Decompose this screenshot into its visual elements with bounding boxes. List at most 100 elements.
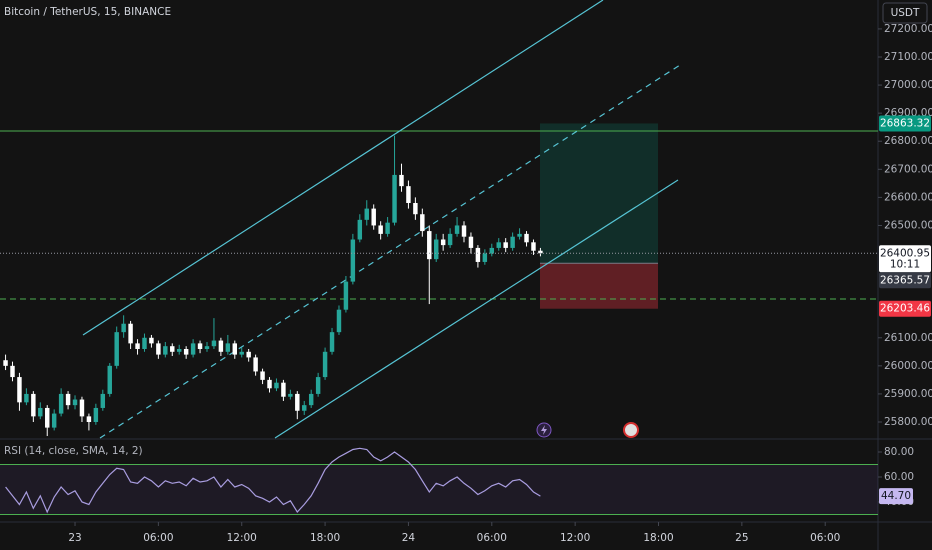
candle-body (364, 208, 369, 220)
flag-icon[interactable] (623, 422, 639, 438)
rsi-last-label: 44.70 (881, 490, 911, 502)
candle-body (308, 393, 314, 406)
rsi-label: RSI (14, close, SMA, 14, 2) (4, 445, 143, 457)
candle-body (246, 351, 251, 358)
lightning-icon (541, 425, 547, 435)
candle-body (121, 323, 126, 333)
x-tick-label: 18:00 (310, 532, 340, 544)
y-tick-label: 25800.00 (884, 416, 932, 428)
currency-button[interactable] (882, 2, 928, 24)
candle-body (183, 348, 189, 355)
candle-body (176, 348, 182, 352)
candle-body (406, 186, 411, 203)
candle-body (510, 236, 515, 248)
rsi-tick-label: 60.00 (884, 471, 914, 483)
chart-title: Bitcoin / TetherUS, 15, BINANCE (4, 6, 171, 18)
candle-body (58, 393, 64, 414)
last-price-box (879, 245, 931, 273)
candle-body (253, 357, 258, 372)
candle-body (315, 377, 321, 394)
candle-body (489, 247, 495, 254)
candle-body (461, 225, 467, 237)
candle-body (357, 219, 363, 240)
target-label-box (879, 115, 931, 132)
candle-body (38, 407, 43, 417)
candle-body (260, 371, 265, 380)
rsi-band-fill (0, 464, 878, 515)
candle-body (385, 222, 390, 234)
candle-body (239, 351, 244, 355)
channel-upper (82, 0, 604, 336)
candle-body (475, 247, 481, 262)
candle-body (10, 365, 15, 378)
candle-body (468, 236, 474, 248)
candle-body (45, 407, 50, 428)
candle-body (225, 343, 231, 352)
profit-zone (540, 123, 658, 264)
entry-label-box (879, 272, 931, 289)
x-tick-label: 24 (402, 532, 416, 544)
candle-body (392, 174, 397, 223)
channel-lower (274, 179, 679, 439)
candle-body (288, 393, 293, 397)
candle-body (86, 416, 92, 422)
candle-body (163, 346, 168, 355)
candle-body (503, 242, 508, 248)
candle-body (427, 231, 432, 260)
candle-body (524, 233, 529, 243)
candle-body (329, 332, 335, 352)
candle-body (170, 346, 175, 352)
x-tick-label: 06:00 (477, 532, 507, 544)
y-tick-label: 26700.00 (884, 163, 932, 175)
position-tool (540, 123, 658, 309)
candle-body (274, 382, 279, 389)
candle-body (218, 340, 224, 352)
candle-body (3, 360, 8, 366)
stop-label: 26203.46 (880, 303, 930, 315)
channel-middle (99, 64, 681, 439)
y-tick-label: 26600.00 (884, 191, 932, 203)
entry-label: 26365.57 (880, 274, 930, 286)
candle-body (65, 393, 71, 406)
candle-body (399, 174, 404, 187)
candle-body (413, 202, 418, 215)
candle-body (295, 393, 300, 411)
candle-body (149, 337, 154, 344)
y-tick-label: 26500.00 (884, 219, 932, 231)
candle-body (72, 399, 78, 406)
candle-body (114, 332, 119, 366)
y-tick-label: 26000.00 (884, 360, 932, 372)
candle-body (135, 343, 140, 349)
y-tick-label: 25900.00 (884, 388, 932, 400)
candle-body (107, 365, 112, 394)
rsi-line (5, 447, 541, 514)
x-tick-label: 25 (735, 532, 748, 544)
x-tick-label: 06:00 (143, 532, 173, 544)
candle-body (482, 253, 488, 262)
candle-body (496, 242, 501, 248)
loss-zone (540, 263, 658, 309)
candle-body (420, 214, 425, 232)
y-tick-label: 27200.00 (884, 23, 932, 35)
candle-body (302, 405, 307, 411)
candle-body (538, 250, 543, 254)
candle-body (454, 225, 460, 234)
candle-body (371, 208, 376, 226)
candle-body (51, 413, 57, 428)
candle-body (378, 225, 383, 234)
candle-body (433, 239, 439, 260)
x-tick-label: 12:00 (227, 532, 257, 544)
candle-body (350, 239, 356, 282)
candle-body (531, 242, 536, 251)
y-tick-label: 26800.00 (884, 135, 932, 147)
stop-label-box (879, 300, 931, 317)
candle-body (440, 239, 446, 246)
candle-body (232, 343, 238, 355)
x-tick-label: 12:00 (560, 532, 590, 544)
candle-body (322, 351, 328, 378)
y-tick-label: 27000.00 (884, 79, 932, 91)
candle-body (79, 399, 85, 417)
candle-body (267, 379, 272, 389)
